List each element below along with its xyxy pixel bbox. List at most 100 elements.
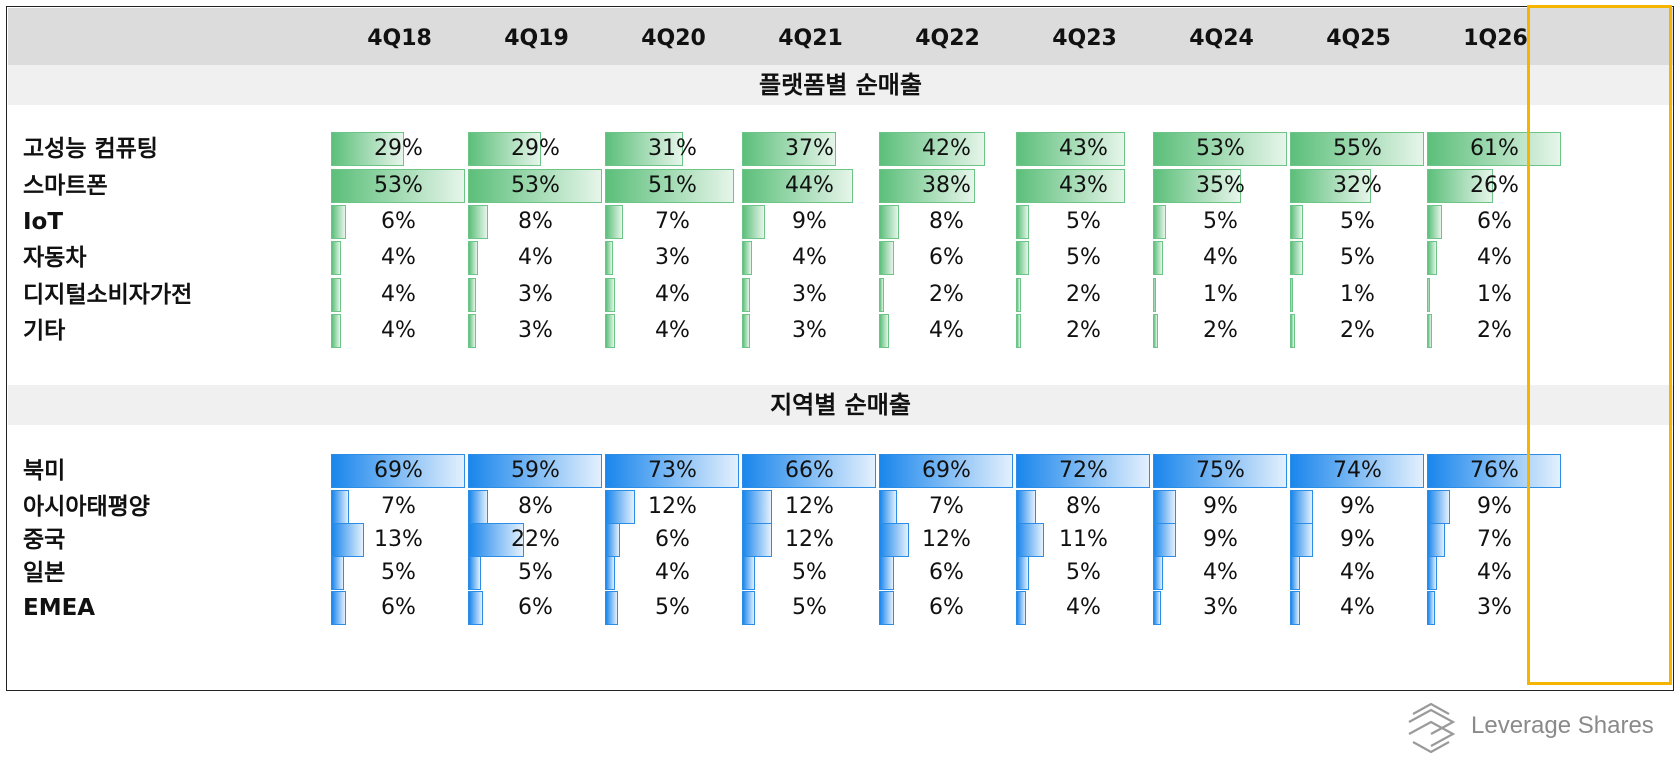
section-title: 지역별 순매출	[770, 391, 911, 419]
value-bar	[1427, 556, 1438, 590]
value-bar	[1016, 591, 1027, 625]
value-bar	[742, 523, 773, 557]
value-bar	[1427, 454, 1561, 488]
value-label: 2%	[1066, 318, 1101, 343]
value-bar	[1016, 314, 1022, 348]
value-bar	[742, 278, 750, 312]
value-bar	[1016, 205, 1029, 239]
value-label: 35%	[1196, 173, 1245, 198]
value-label: 2%	[1340, 318, 1375, 343]
value-label: 2%	[929, 282, 964, 307]
value-bar	[1290, 314, 1296, 348]
value-bar	[1427, 241, 1438, 275]
value-bar	[605, 591, 618, 625]
value-label: 4%	[1477, 245, 1512, 270]
value-bar	[1427, 278, 1430, 312]
value-bar	[879, 454, 1013, 488]
value-bar	[1153, 278, 1156, 312]
value-label: 61%	[1470, 136, 1519, 161]
value-bar	[1016, 556, 1029, 590]
value-bar	[1290, 278, 1293, 312]
column-header: 4Q19	[504, 26, 569, 51]
value-label: 3%	[518, 282, 553, 307]
value-bar	[468, 523, 524, 557]
value-label: 5%	[1066, 209, 1101, 234]
leverage-shares-logo-icon	[1408, 702, 1456, 754]
value-bar	[1290, 454, 1424, 488]
value-label: 9%	[1340, 494, 1375, 519]
value-label: 26%	[1470, 173, 1519, 198]
value-bar	[331, 591, 347, 625]
value-label: 5%	[655, 595, 690, 620]
value-bar	[879, 591, 895, 625]
value-label: 29%	[511, 136, 560, 161]
row-label: 고성능 컴퓨팅	[23, 136, 158, 162]
value-bar	[1427, 591, 1435, 625]
value-label: 4%	[381, 282, 416, 307]
value-label: 4%	[1066, 595, 1101, 620]
value-bar	[605, 454, 739, 488]
value-label: 4%	[1340, 560, 1375, 585]
value-bar	[879, 169, 976, 203]
value-label: 76%	[1470, 458, 1519, 483]
value-bar	[1153, 169, 1242, 203]
value-label: 1%	[1340, 282, 1375, 307]
row-label: 자동차	[23, 245, 87, 271]
value-label: 6%	[1477, 209, 1512, 234]
value-bar	[468, 314, 476, 348]
value-label: 3%	[792, 282, 827, 307]
value-bar	[1153, 132, 1287, 166]
value-label: 6%	[381, 209, 416, 234]
value-label: 74%	[1333, 458, 1382, 483]
value-label: 22%	[511, 527, 560, 552]
value-bar	[468, 169, 602, 203]
value-bar	[468, 454, 602, 488]
value-bar	[1153, 523, 1176, 557]
value-label: 6%	[655, 527, 690, 552]
value-label: 69%	[922, 458, 971, 483]
value-label: 6%	[381, 595, 416, 620]
value-label: 4%	[655, 560, 690, 585]
value-label: 3%	[792, 318, 827, 343]
value-label: 9%	[1203, 494, 1238, 519]
value-label: 37%	[785, 136, 834, 161]
value-label: 53%	[374, 173, 423, 198]
value-label: 53%	[1196, 136, 1245, 161]
value-label: 73%	[648, 458, 697, 483]
value-label: 7%	[381, 494, 416, 519]
value-bar	[1427, 314, 1433, 348]
value-label: 4%	[929, 318, 964, 343]
row-label: 스마트폰	[23, 173, 108, 199]
value-label: 7%	[929, 494, 964, 519]
value-bar	[468, 591, 484, 625]
value-label: 5%	[1066, 560, 1101, 585]
value-label: 12%	[922, 527, 971, 552]
value-label: 9%	[1340, 527, 1375, 552]
value-label: 55%	[1333, 136, 1382, 161]
value-label: 75%	[1196, 458, 1245, 483]
value-bar	[331, 241, 342, 275]
value-label: 38%	[922, 173, 971, 198]
value-label: 5%	[792, 560, 827, 585]
value-bar	[331, 169, 465, 203]
value-bar	[742, 556, 755, 590]
value-bar	[1153, 205, 1166, 239]
value-bar	[605, 132, 684, 166]
value-bar	[879, 523, 910, 557]
value-bar	[605, 169, 734, 203]
value-bar	[1153, 241, 1164, 275]
value-label: 11%	[1059, 527, 1108, 552]
value-bar	[468, 278, 476, 312]
value-label: 6%	[929, 560, 964, 585]
value-label: 2%	[1203, 318, 1238, 343]
value-bar	[331, 556, 344, 590]
value-bar	[742, 132, 836, 166]
value-bar	[1153, 591, 1161, 625]
value-bar	[1016, 278, 1022, 312]
value-bar	[1290, 591, 1301, 625]
value-bar	[1290, 241, 1303, 275]
row-label: IoT	[23, 209, 64, 235]
value-label: 7%	[655, 209, 690, 234]
value-bar	[1016, 169, 1125, 203]
brand-name: Leverage Shares	[1471, 712, 1654, 739]
